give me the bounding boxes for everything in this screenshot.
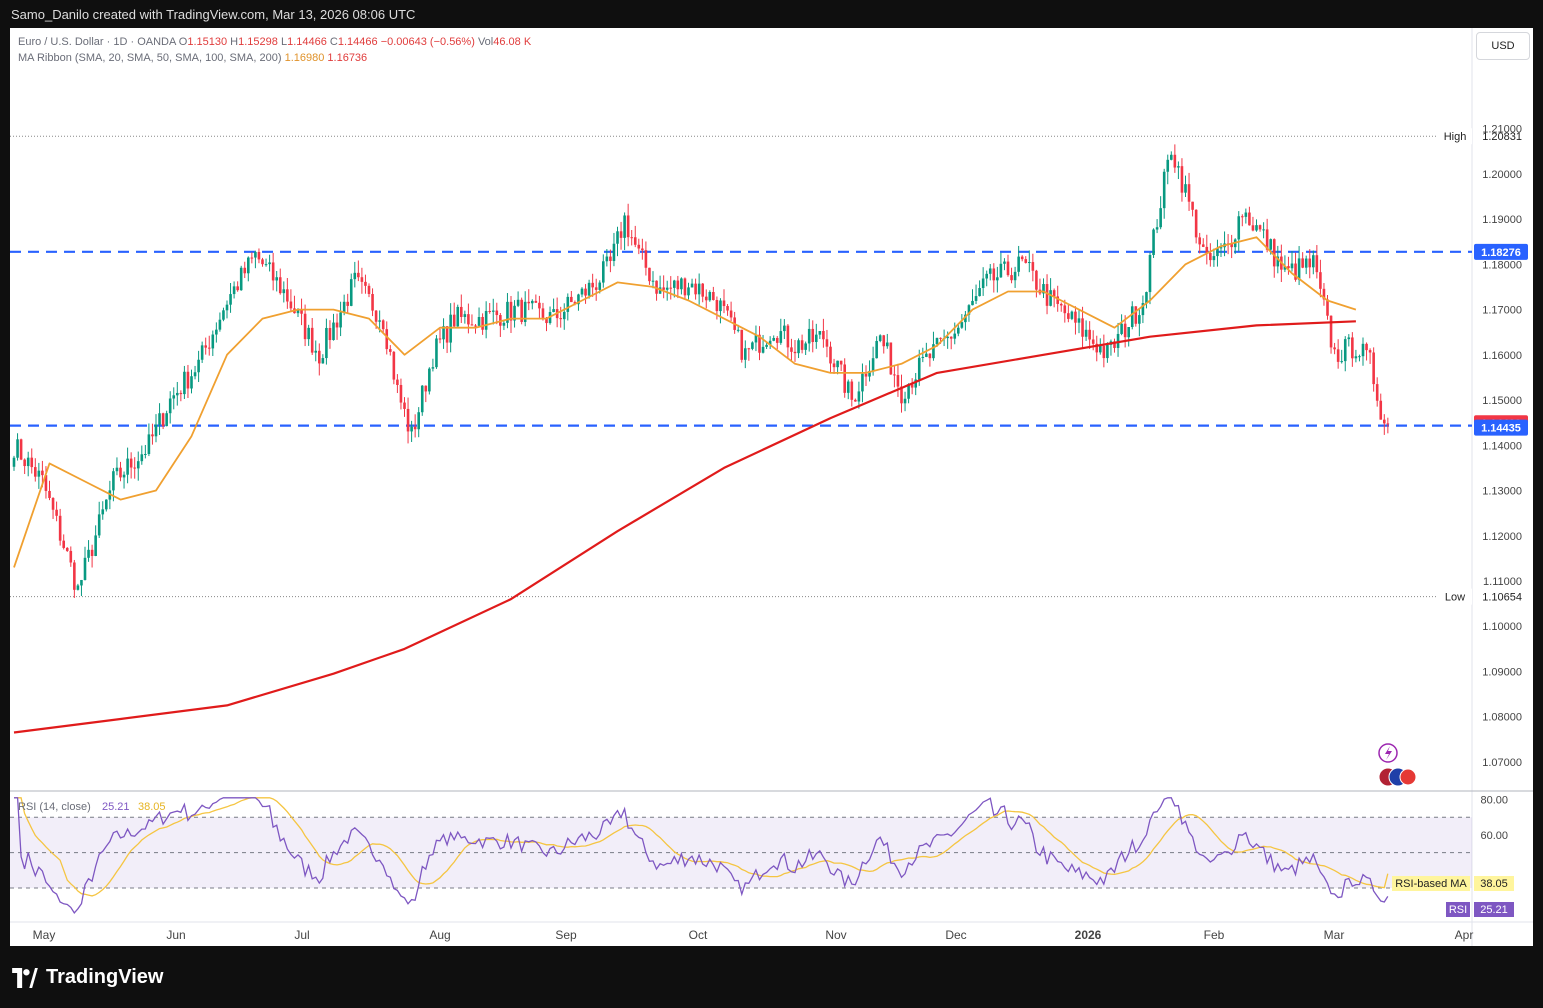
close-value: 1.14466 [337,36,378,48]
ma-legend[interactable]: MA Ribbon (SMA, 20, SMA, 50, SMA, 100, S… [18,52,367,64]
close-label: C [329,36,338,48]
ma-value-1: 1.16980 [284,52,325,64]
ma-ribbon-label[interactable]: MA Ribbon (SMA, 20, SMA, 50, SMA, 100, S… [18,52,282,64]
footer-brand: TradingView [46,966,164,988]
top-bar: Samo_Danilo created with TradingView.com… [0,0,1543,28]
footer: TradingView [12,966,163,989]
author-line: Samo_Danilo created with TradingView.com… [11,7,416,22]
low-label: L [280,36,288,48]
symbol-name[interactable]: Euro / U.S. Dollar · 1D · OANDA [18,36,176,48]
tradingview-logo-icon [12,967,38,988]
volume-value: 46.08 K [493,36,532,48]
symbol-legend[interactable]: Euro / U.S. Dollar · 1D · OANDA O1.15130… [18,36,531,48]
low-value: 1.14466 [287,36,327,48]
currency-button[interactable]: USD [1476,32,1530,60]
ma-value-2: 1.16736 [327,52,368,64]
volume-label: Vol [477,36,494,48]
open-label: O [178,36,188,48]
high-label: H [230,36,239,48]
high-value: 1.15298 [238,36,278,48]
open-value: 1.15130 [187,36,228,48]
change-value: −0.00643 (−0.56%) [380,36,475,48]
chart-panel[interactable]: Euro / U.S. Dollar · 1D · OANDA O1.15130… [10,28,1533,946]
